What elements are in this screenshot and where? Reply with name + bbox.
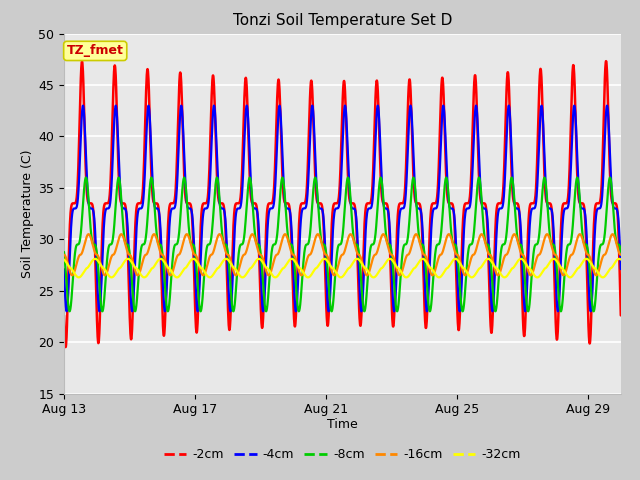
- -32cm: [366, 272, 374, 277]
- -32cm: [173, 275, 180, 280]
- -8cm: [367, 245, 374, 251]
- -16cm: [367, 265, 374, 271]
- -16cm: [173, 253, 181, 259]
- Legend: -2cm, -4cm, -8cm, -16cm, -32cm: -2cm, -4cm, -8cm, -16cm, -32cm: [159, 443, 526, 466]
- -4cm: [104, 205, 111, 211]
- X-axis label: Time: Time: [327, 418, 358, 431]
- Line: -16cm: -16cm: [64, 234, 621, 276]
- -2cm: [367, 200, 374, 206]
- -8cm: [227, 294, 235, 300]
- -2cm: [228, 285, 236, 290]
- Line: -8cm: -8cm: [64, 178, 621, 312]
- -8cm: [104, 251, 111, 256]
- -4cm: [60, 266, 68, 272]
- -32cm: [499, 274, 506, 279]
- -2cm: [617, 312, 625, 318]
- -32cm: [60, 257, 68, 263]
- -8cm: [180, 175, 188, 180]
- -4cm: [341, 103, 349, 108]
- -16cm: [104, 266, 112, 272]
- -4cm: [617, 266, 625, 272]
- -4cm: [367, 205, 374, 211]
- -4cm: [180, 152, 188, 157]
- -16cm: [68, 273, 76, 278]
- -2cm: [60, 312, 68, 318]
- -32cm: [617, 257, 625, 263]
- Line: -4cm: -4cm: [64, 106, 621, 312]
- -4cm: [499, 201, 507, 206]
- -8cm: [499, 241, 507, 247]
- -4cm: [227, 303, 235, 309]
- -4cm: [173, 185, 180, 191]
- -4cm: [358, 309, 365, 314]
- -8cm: [173, 241, 180, 247]
- Line: -32cm: -32cm: [64, 259, 621, 277]
- -8cm: [312, 175, 319, 180]
- -32cm: [180, 266, 188, 272]
- -2cm: [61, 344, 69, 350]
- Line: -2cm: -2cm: [64, 61, 621, 347]
- -8cm: [328, 309, 335, 314]
- -32cm: [104, 271, 111, 277]
- -16cm: [60, 252, 68, 258]
- -32cm: [227, 262, 235, 267]
- -2cm: [180, 178, 188, 183]
- -16cm: [228, 261, 236, 266]
- -16cm: [180, 236, 188, 241]
- Text: TZ_fmet: TZ_fmet: [67, 44, 124, 58]
- Title: Tonzi Soil Temperature Set D: Tonzi Soil Temperature Set D: [233, 13, 452, 28]
- -2cm: [104, 200, 112, 206]
- -16cm: [609, 231, 616, 237]
- -32cm: [517, 256, 525, 262]
- -2cm: [173, 152, 181, 158]
- -2cm: [499, 191, 507, 196]
- -2cm: [602, 58, 610, 64]
- -8cm: [60, 249, 68, 255]
- Y-axis label: Soil Temperature (C): Soil Temperature (C): [21, 149, 34, 278]
- -8cm: [617, 249, 625, 255]
- -16cm: [617, 252, 625, 258]
- -16cm: [499, 259, 507, 264]
- -32cm: [500, 275, 508, 280]
